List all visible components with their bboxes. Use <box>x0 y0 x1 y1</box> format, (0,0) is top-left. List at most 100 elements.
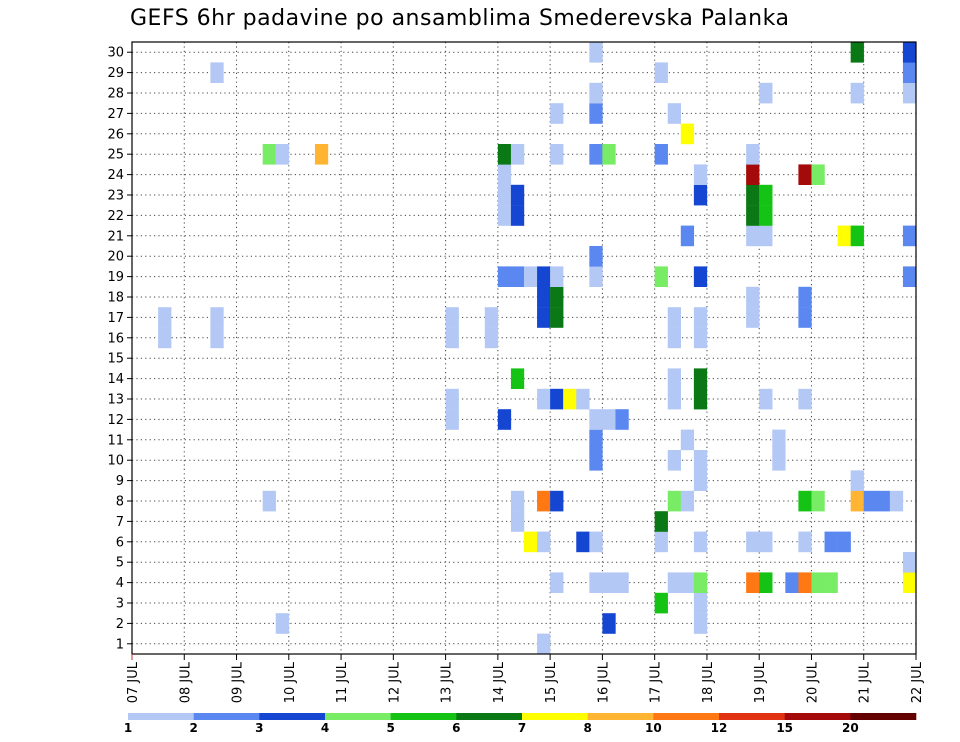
data-cell <box>824 572 838 593</box>
y-tick-label: 30 <box>107 46 124 61</box>
data-cell <box>497 409 512 430</box>
data-cell <box>680 429 695 451</box>
data-cell <box>693 450 708 471</box>
y-tick-label: 6 <box>116 535 124 550</box>
data-cell <box>484 327 499 349</box>
data-cell <box>680 572 695 593</box>
x-tick-label: 11 JUL <box>335 661 350 703</box>
legend-label: 7 <box>518 721 526 735</box>
data-cell <box>680 123 695 145</box>
data-cell <box>680 490 695 512</box>
y-tick-label: 18 <box>107 291 124 306</box>
data-cell <box>759 531 773 553</box>
data-cell <box>445 327 459 349</box>
x-tick-label: 09 JUL <box>231 661 246 703</box>
legend-swatch <box>325 713 391 720</box>
data-cell <box>667 368 681 389</box>
data-cell <box>850 470 864 491</box>
data-cell <box>667 450 681 471</box>
data-cell <box>550 144 564 165</box>
data-cell <box>654 62 668 83</box>
data-cell <box>524 531 538 553</box>
data-cell <box>589 531 603 553</box>
data-cell <box>537 633 551 655</box>
data-cell <box>262 144 276 165</box>
legend-label: 3 <box>255 721 263 735</box>
data-cell <box>693 184 708 206</box>
x-tick-label: 08 JUL <box>178 661 193 703</box>
data-cell <box>537 531 551 553</box>
data-cell <box>824 531 838 553</box>
data-cell <box>902 62 917 83</box>
data-cell <box>589 450 603 471</box>
data-cell <box>850 82 864 104</box>
data-cell <box>746 286 760 308</box>
legend-label: 10 <box>645 721 662 735</box>
data-cell <box>746 225 760 247</box>
legend-label: 1 <box>124 721 132 735</box>
data-cell <box>902 572 917 593</box>
y-tick-label: 7 <box>116 515 124 530</box>
data-cell <box>693 470 708 491</box>
data-cell <box>850 42 864 63</box>
data-cell <box>654 144 668 165</box>
data-cell <box>484 307 499 328</box>
data-cell <box>589 103 603 124</box>
data-cell <box>654 266 668 287</box>
y-tick-label: 8 <box>116 495 124 510</box>
y-tick-label: 19 <box>107 270 124 285</box>
data-cell <box>772 450 786 471</box>
legend-label: 20 <box>842 721 859 735</box>
data-cell <box>693 572 708 593</box>
data-cell <box>902 82 917 104</box>
data-cell <box>902 552 917 573</box>
data-cell <box>510 205 525 226</box>
data-cells <box>158 42 917 655</box>
legend-swatch <box>456 713 523 720</box>
data-cell <box>537 286 551 308</box>
legend-label: 12 <box>711 721 728 735</box>
data-cell <box>863 490 877 512</box>
data-cell <box>654 592 668 614</box>
legend-swatch <box>128 713 194 720</box>
data-cell <box>550 572 564 593</box>
x-tick-label: 17 JUL <box>649 661 664 703</box>
data-cell <box>602 613 616 634</box>
chart-title: GEFS 6hr padavine po ansamblima Smederev… <box>130 6 790 31</box>
data-cell <box>537 266 551 287</box>
data-cell <box>510 511 525 532</box>
data-cell <box>510 184 525 206</box>
x-tick-label: 13 JUL <box>440 661 455 703</box>
y-tick-label: 15 <box>107 352 124 367</box>
data-cell <box>510 490 525 512</box>
data-cell <box>746 572 760 593</box>
data-cell <box>798 307 812 328</box>
data-cell <box>759 388 773 410</box>
data-cell <box>158 327 172 349</box>
data-cell <box>537 490 551 512</box>
y-tick-label: 9 <box>116 474 124 489</box>
y-tick-label: 24 <box>107 168 124 183</box>
data-cell <box>759 205 773 226</box>
y-tick-label: 12 <box>107 413 124 428</box>
data-cell <box>850 225 864 247</box>
y-tick-label: 4 <box>116 576 124 591</box>
data-cell <box>902 266 917 287</box>
data-cell <box>537 307 551 328</box>
plot-area-frame <box>131 41 917 655</box>
data-cell <box>589 409 603 430</box>
x-tick-label: 18 JUL <box>701 661 716 703</box>
y-tick-label: 14 <box>107 372 124 387</box>
data-cell <box>811 164 825 185</box>
data-cell <box>667 327 681 349</box>
legend-swatch <box>850 713 917 720</box>
data-cell <box>667 490 681 512</box>
x-tick-label: 20 JUL <box>805 661 820 703</box>
y-tick-label: 23 <box>107 189 124 204</box>
data-cell <box>746 205 760 226</box>
x-tick-label: 14 JUL <box>492 661 507 703</box>
data-cell <box>837 225 851 247</box>
y-tick-label: 22 <box>107 209 124 224</box>
data-cell <box>510 368 525 389</box>
